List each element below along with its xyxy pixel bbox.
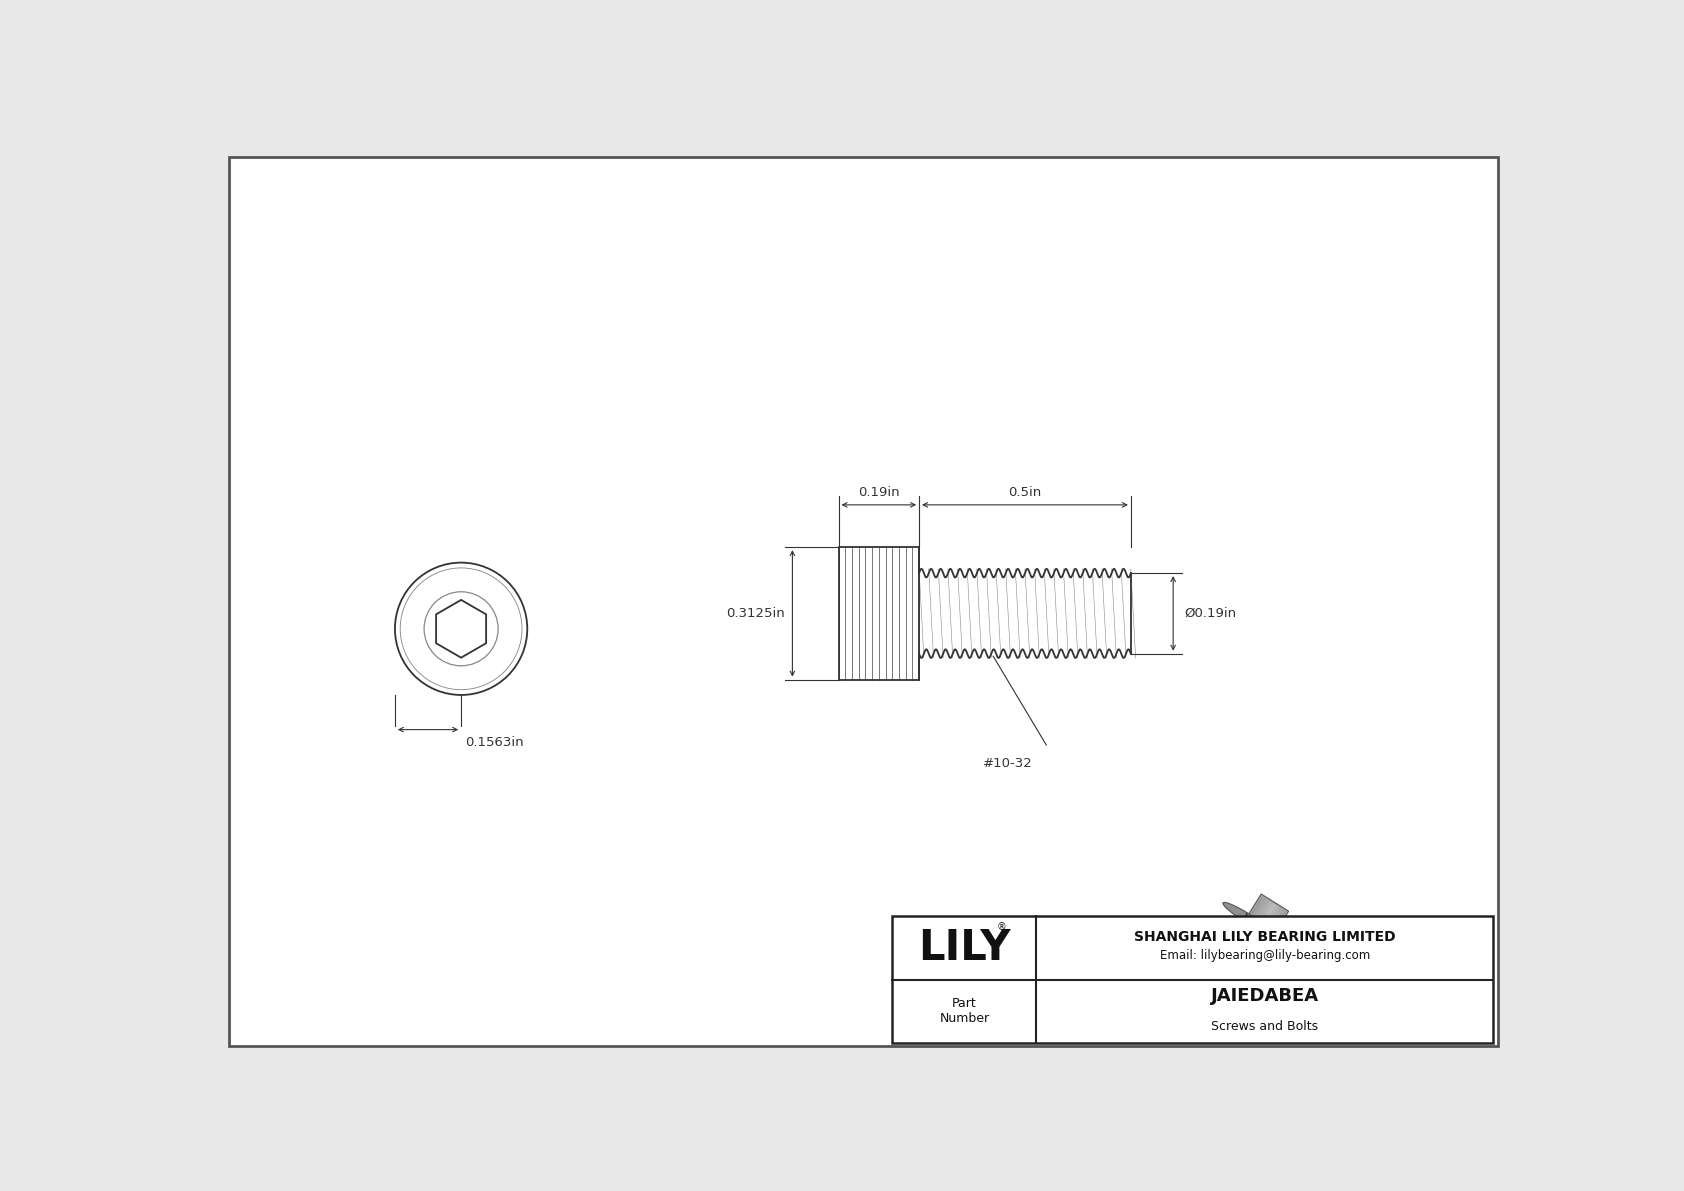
Text: #10-32: #10-32	[983, 756, 1032, 769]
Polygon shape	[1233, 896, 1261, 940]
Polygon shape	[1251, 908, 1282, 953]
Polygon shape	[1246, 904, 1275, 949]
Polygon shape	[1234, 897, 1263, 941]
Text: LILY: LILY	[918, 927, 1010, 968]
Polygon shape	[1250, 905, 1278, 950]
Text: Email: lilybearing@lily-bearing.com: Email: lilybearing@lily-bearing.com	[1160, 949, 1369, 962]
Text: 0.5in: 0.5in	[1009, 486, 1042, 499]
Text: SHANGHAI LILY BEARING LIMITED: SHANGHAI LILY BEARING LIMITED	[1133, 930, 1396, 943]
Bar	[893, 916, 1494, 1043]
Polygon shape	[1238, 898, 1266, 943]
Polygon shape	[1248, 905, 1276, 950]
Text: Ø0.19in: Ø0.19in	[1186, 607, 1236, 619]
Polygon shape	[1239, 899, 1268, 944]
Text: Part
Number: Part Number	[940, 997, 990, 1025]
Polygon shape	[1265, 919, 1361, 998]
Text: 0.1563in: 0.1563in	[465, 736, 524, 749]
Polygon shape	[1243, 902, 1273, 948]
Polygon shape	[1255, 909, 1283, 954]
Polygon shape	[436, 600, 487, 657]
Polygon shape	[1260, 912, 1288, 956]
Polygon shape	[1256, 910, 1285, 955]
Polygon shape	[1253, 909, 1282, 953]
Polygon shape	[1251, 906, 1280, 952]
Circle shape	[396, 562, 527, 696]
Text: ®: ®	[997, 922, 1007, 933]
Polygon shape	[1244, 903, 1275, 948]
Polygon shape	[1238, 899, 1266, 943]
Ellipse shape	[1337, 974, 1367, 993]
Text: 0.19in: 0.19in	[859, 486, 899, 499]
Polygon shape	[1231, 894, 1288, 959]
Text: 0.3125in: 0.3125in	[726, 607, 785, 619]
Text: Screws and Bolts: Screws and Bolts	[1211, 1021, 1319, 1033]
Bar	[919, 569, 1132, 657]
Polygon shape	[1241, 900, 1270, 946]
Bar	[839, 547, 919, 680]
Ellipse shape	[1223, 903, 1270, 933]
Polygon shape	[1236, 897, 1265, 942]
Polygon shape	[1243, 902, 1271, 947]
Bar	[839, 547, 919, 680]
Polygon shape	[1258, 911, 1287, 955]
Text: JAIEDABEA: JAIEDABEA	[1211, 987, 1319, 1005]
